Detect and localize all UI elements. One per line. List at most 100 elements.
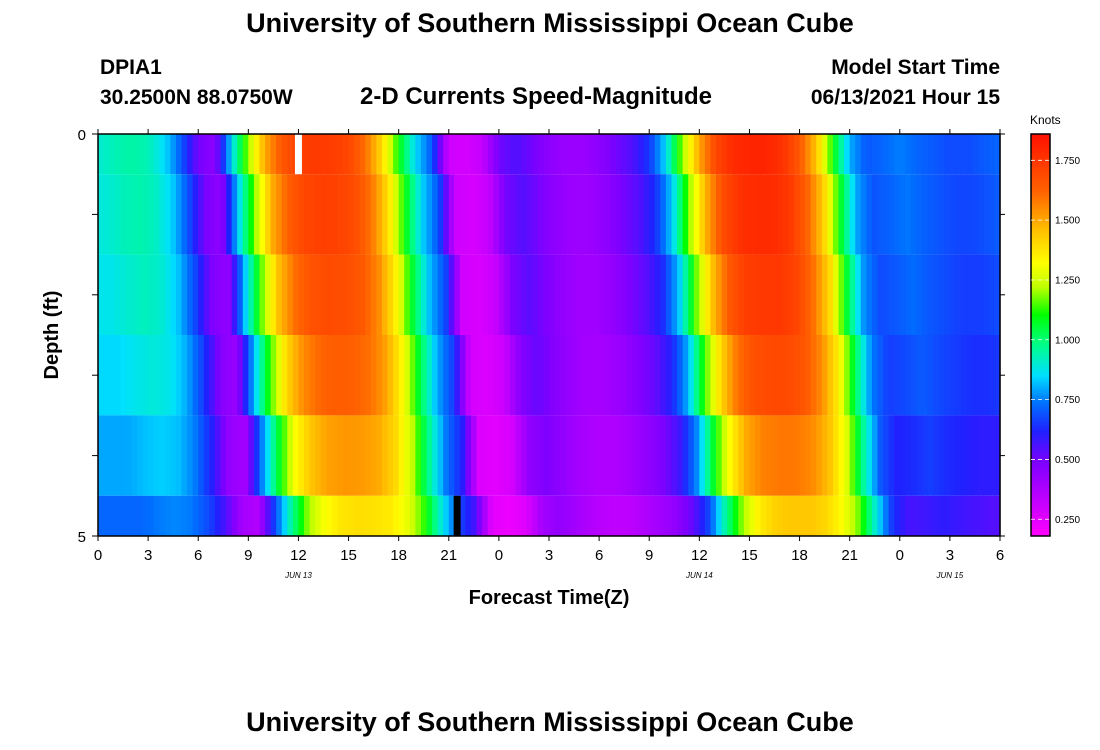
heatmap-cell xyxy=(565,415,572,496)
heatmap-cell xyxy=(688,134,695,175)
heatmap-cell xyxy=(721,174,728,255)
heatmap-cell xyxy=(114,174,121,255)
heatmap-cell xyxy=(949,254,957,335)
heatmap-cell xyxy=(688,335,695,416)
heatmap-cell xyxy=(699,415,706,496)
heatmap-cell xyxy=(565,495,572,536)
heatmap-cell xyxy=(187,134,194,175)
heatmap-cell xyxy=(632,415,639,496)
x-tick-label: 3 xyxy=(144,547,152,564)
heatmap-cell xyxy=(398,254,405,335)
heatmap-cell xyxy=(448,134,455,175)
heatmap-cell xyxy=(643,335,650,416)
heatmap-cell xyxy=(877,134,884,175)
colorbar-tick-label: 1.000 xyxy=(1055,335,1080,346)
heatmap-cell xyxy=(348,254,355,335)
heatmap-cell xyxy=(565,254,572,335)
date-label: JUN 14 xyxy=(685,571,713,580)
heatmap-cell xyxy=(504,415,511,496)
heatmap-cell xyxy=(359,495,366,536)
heatmap-cell xyxy=(365,335,372,416)
heatmap-cell xyxy=(248,254,255,335)
heatmap-cell xyxy=(103,134,110,175)
heatmap-cell xyxy=(587,495,595,536)
x-tick-label: 6 xyxy=(194,547,202,564)
heatmap-cell xyxy=(209,134,216,175)
heatmap-cell xyxy=(181,134,188,175)
heatmap-cell xyxy=(593,335,600,416)
heatmap-cell xyxy=(961,495,968,536)
heatmap-cell xyxy=(409,174,416,255)
heatmap-cell xyxy=(253,415,261,496)
heatmap-cell xyxy=(109,495,116,536)
heatmap-cell xyxy=(821,495,828,536)
heatmap-cell xyxy=(504,335,511,416)
heatmap-cell xyxy=(866,415,873,496)
y-tick-label: 0 xyxy=(78,127,86,144)
heatmap-cell xyxy=(131,415,138,496)
heatmap-cell xyxy=(682,415,689,496)
heatmap-cell xyxy=(359,174,366,255)
heatmap-cell xyxy=(437,174,444,255)
heatmap-cell xyxy=(454,254,461,335)
heatmap-cell xyxy=(170,495,177,536)
heatmap-cell xyxy=(743,335,751,416)
heatmap-cell xyxy=(743,415,751,496)
heatmap-cell xyxy=(242,415,249,496)
heatmap-cell xyxy=(894,134,901,175)
heatmap-cell xyxy=(103,174,110,255)
heatmap-cell xyxy=(860,495,867,536)
heatmap-cell xyxy=(159,254,166,335)
heatmap-cell xyxy=(844,495,851,536)
heatmap-cell xyxy=(270,174,277,255)
heatmap-cell xyxy=(771,415,778,496)
heatmap-cell xyxy=(404,254,411,335)
heatmap-cell xyxy=(766,134,773,175)
heatmap-cell xyxy=(465,415,472,496)
heatmap-cell xyxy=(287,415,294,496)
heatmap-cell xyxy=(582,254,589,335)
heatmap-cell xyxy=(554,174,561,255)
heatmap-cell xyxy=(393,415,400,496)
heatmap-cell xyxy=(448,335,455,416)
heatmap-cell xyxy=(393,174,400,255)
heatmap-cell xyxy=(615,134,622,175)
heatmap-cell xyxy=(693,335,700,416)
heatmap-cell xyxy=(198,415,205,496)
heatmap-cell xyxy=(476,174,483,255)
heatmap-cell xyxy=(793,335,801,416)
heatmap-cell xyxy=(922,134,929,175)
heatmap-cell xyxy=(549,134,556,175)
heatmap-cell xyxy=(693,254,700,335)
heatmap-cell xyxy=(732,335,739,416)
heatmap-cell xyxy=(888,134,895,175)
heatmap-cell xyxy=(587,335,595,416)
heatmap-cell xyxy=(198,495,205,536)
x-tick-label: 18 xyxy=(390,547,407,564)
heatmap-cell xyxy=(443,254,450,335)
heatmap-cell xyxy=(654,134,661,175)
heatmap-cell xyxy=(649,134,656,175)
heatmap-cell xyxy=(510,134,517,175)
heatmap-cell xyxy=(660,134,667,175)
heatmap-cell xyxy=(370,134,377,175)
heatmap-cell xyxy=(838,335,845,416)
heatmap-cell xyxy=(298,254,305,335)
heatmap-cell xyxy=(309,174,316,255)
heatmap-cell xyxy=(649,495,656,536)
heatmap-cell xyxy=(788,495,795,536)
heatmap-cell xyxy=(543,134,550,175)
heatmap-cell xyxy=(381,335,389,416)
heatmap-cell xyxy=(604,254,611,335)
heatmap-cell xyxy=(365,495,372,536)
heatmap-cell xyxy=(543,495,550,536)
heatmap-cell xyxy=(832,415,840,496)
heatmap-cell xyxy=(448,254,455,335)
heatmap-cell xyxy=(510,495,517,536)
heatmap-cell xyxy=(493,415,500,496)
heatmap-cell xyxy=(276,415,283,496)
colorbar-unit-label: Knots xyxy=(1030,113,1061,127)
heatmap-cell xyxy=(704,415,712,496)
heatmap-cell xyxy=(237,174,244,255)
heatmap-cell xyxy=(142,415,149,496)
